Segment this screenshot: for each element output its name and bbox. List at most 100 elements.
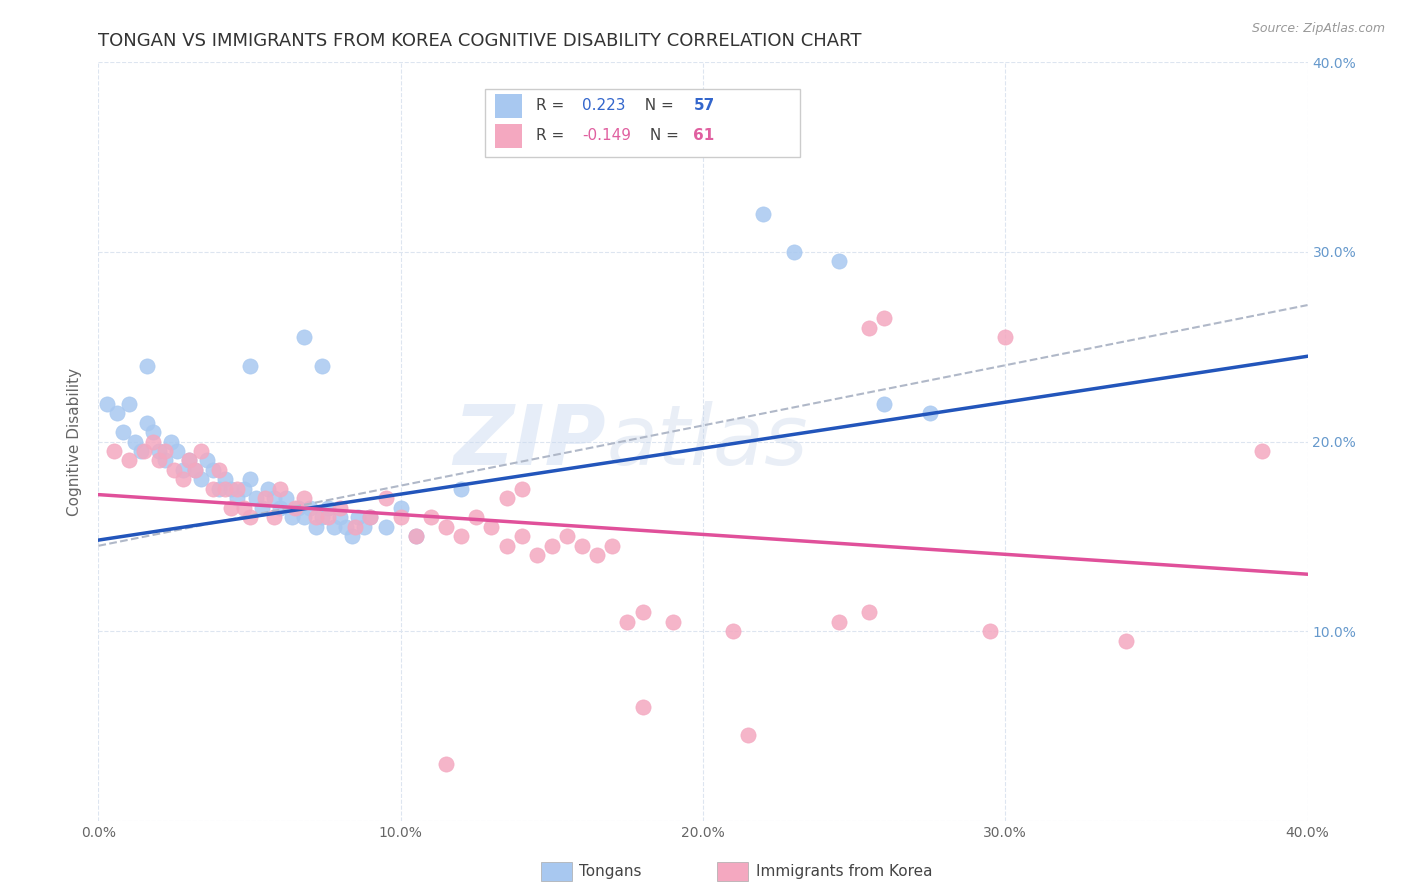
Point: [602, 539, 624, 553]
Point: [631, 605, 654, 619]
Point: [214, 473, 236, 487]
Point: [661, 615, 683, 629]
Point: [510, 529, 533, 543]
Point: [586, 548, 609, 563]
Point: [481, 520, 503, 534]
Point: [142, 434, 165, 449]
Point: [631, 699, 654, 714]
Text: TONGAN VS IMMIGRANTS FROM KOREA COGNITIVE DISABILITY CORRELATION CHART: TONGAN VS IMMIGRANTS FROM KOREA COGNITIV…: [98, 32, 862, 50]
Point: [163, 463, 186, 477]
Y-axis label: Cognitive Disability: Cognitive Disability: [67, 368, 83, 516]
Point: [434, 756, 457, 771]
Point: [281, 510, 304, 524]
Point: [179, 453, 201, 467]
Point: [263, 510, 285, 524]
Point: [184, 463, 207, 477]
Point: [208, 482, 231, 496]
Point: [1251, 444, 1274, 458]
Point: [311, 510, 333, 524]
Point: [124, 434, 146, 449]
Point: [389, 500, 412, 515]
Point: [142, 425, 165, 439]
Text: ZIP: ZIP: [454, 401, 606, 482]
Point: [783, 244, 806, 259]
Point: [153, 444, 176, 458]
Text: N =: N =: [645, 128, 683, 144]
Point: [132, 444, 155, 458]
Point: [305, 510, 328, 524]
Point: [342, 529, 364, 543]
Point: [1115, 633, 1137, 648]
Point: [245, 491, 267, 506]
Point: [96, 396, 118, 410]
Point: [450, 529, 472, 543]
Point: [405, 529, 427, 543]
Point: [166, 444, 188, 458]
Point: [148, 444, 170, 458]
Point: [450, 482, 472, 496]
Point: [111, 425, 134, 439]
Point: [752, 207, 775, 221]
Point: [226, 491, 249, 506]
Point: [232, 482, 254, 496]
Point: [299, 500, 322, 515]
Point: [828, 615, 851, 629]
Point: [918, 406, 941, 420]
Text: 61: 61: [693, 128, 714, 144]
Text: -0.149: -0.149: [582, 128, 631, 144]
Point: [405, 529, 427, 543]
Point: [274, 491, 297, 506]
Point: [269, 482, 291, 496]
Point: [190, 473, 212, 487]
Text: R =: R =: [536, 128, 569, 144]
Point: [232, 500, 254, 515]
Point: [873, 311, 896, 326]
Point: [353, 520, 375, 534]
Point: [269, 500, 291, 515]
Point: [344, 520, 367, 534]
Point: [555, 529, 578, 543]
Point: [723, 624, 745, 639]
Point: [510, 482, 533, 496]
Text: Tongans: Tongans: [579, 864, 641, 879]
Point: [118, 453, 141, 467]
Text: atlas: atlas: [606, 401, 808, 482]
Point: [221, 482, 243, 496]
Point: [360, 510, 382, 524]
Text: Immigrants from Korea: Immigrants from Korea: [756, 864, 934, 879]
Point: [858, 605, 880, 619]
Point: [135, 416, 157, 430]
Point: [239, 473, 262, 487]
Text: 0.223: 0.223: [582, 98, 626, 113]
Point: [263, 491, 285, 506]
Point: [616, 615, 638, 629]
Point: [420, 510, 443, 524]
Point: [526, 548, 548, 563]
Point: [571, 539, 593, 553]
Point: [103, 444, 125, 458]
Point: [221, 500, 243, 515]
Point: [172, 463, 194, 477]
Point: [253, 491, 276, 506]
Point: [250, 500, 273, 515]
Point: [287, 500, 309, 515]
FancyBboxPatch shape: [485, 89, 800, 157]
Point: [256, 482, 278, 496]
Point: [360, 510, 382, 524]
Point: [311, 359, 333, 373]
Point: [329, 500, 352, 515]
Point: [389, 510, 412, 524]
Point: [292, 330, 315, 344]
Point: [540, 539, 562, 553]
Point: [195, 453, 218, 467]
Point: [105, 406, 128, 420]
Point: [184, 463, 207, 477]
Point: [239, 359, 262, 373]
Bar: [495, 124, 522, 148]
Text: 57: 57: [693, 98, 714, 113]
Point: [226, 482, 249, 496]
Point: [374, 520, 396, 534]
Point: [172, 473, 194, 487]
Point: [292, 491, 315, 506]
Text: N =: N =: [636, 98, 679, 113]
